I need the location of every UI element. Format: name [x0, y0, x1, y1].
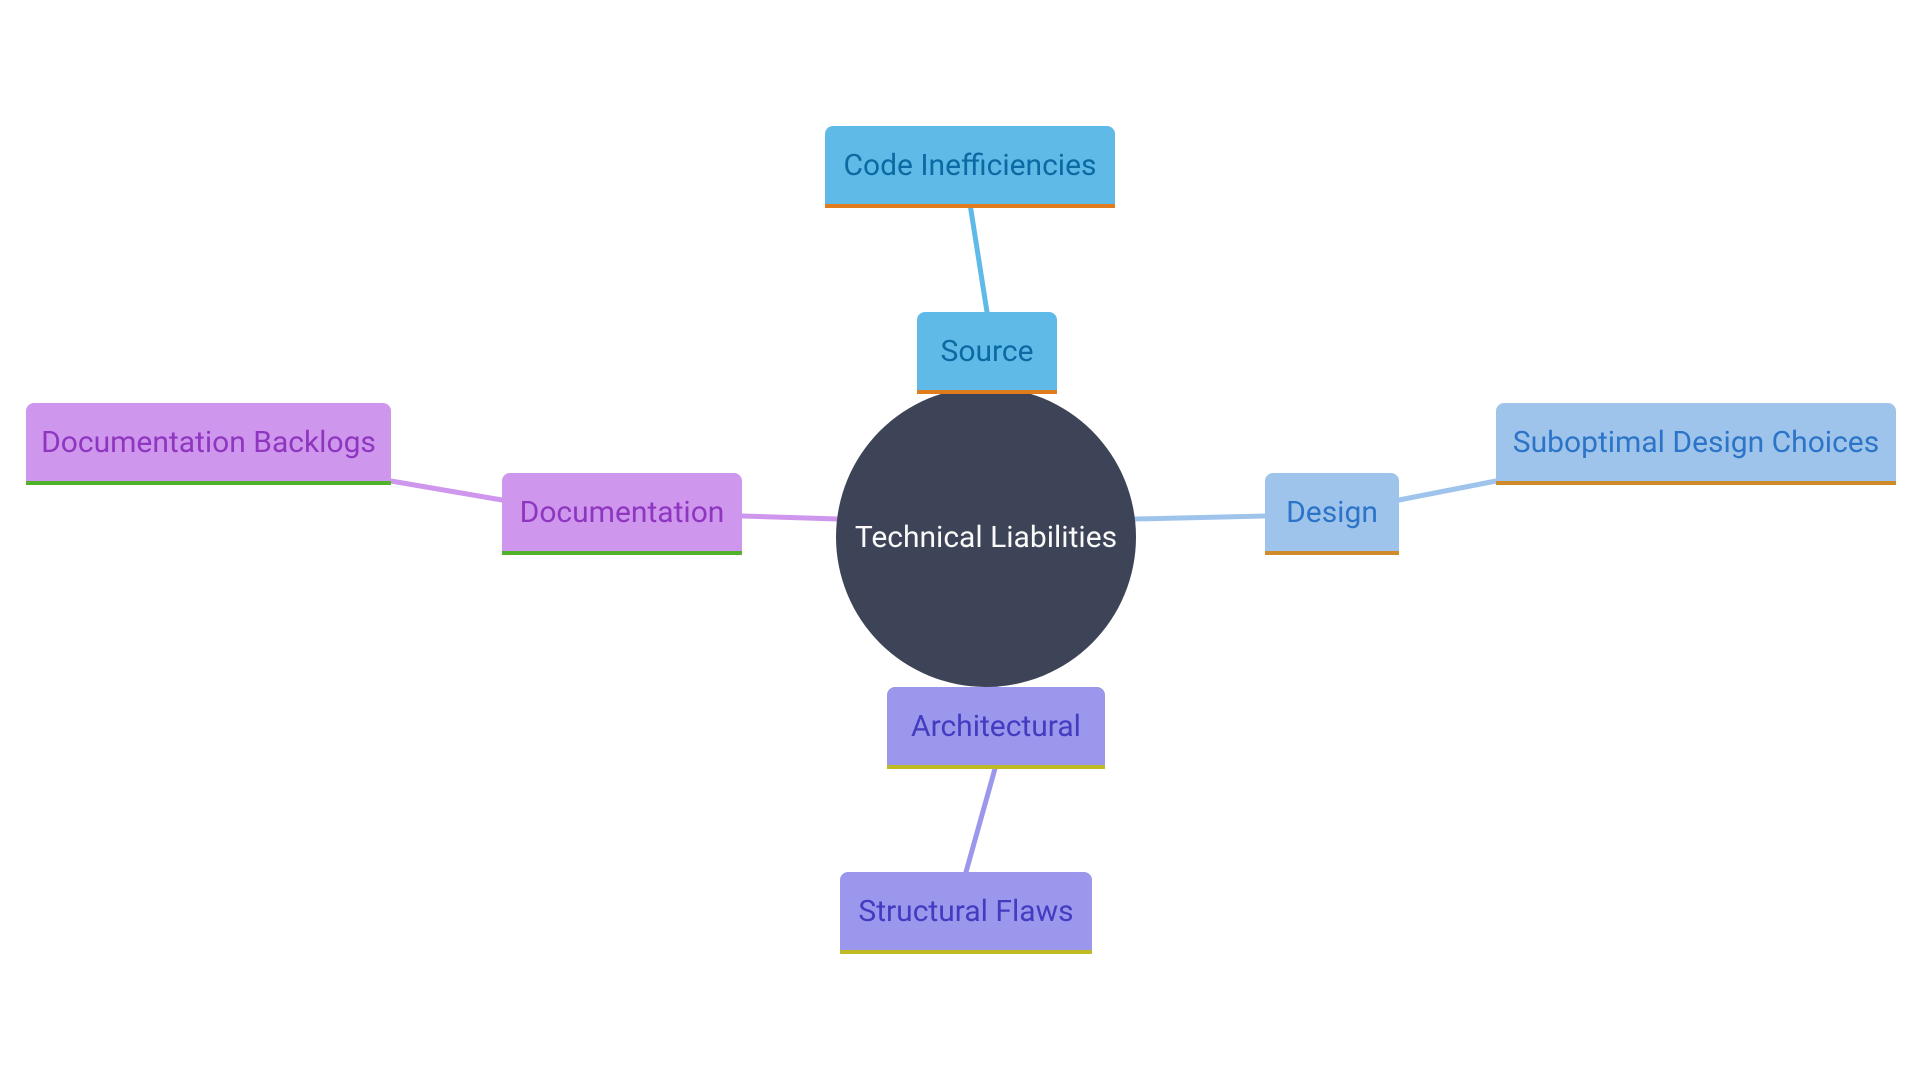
node-label: Source: [941, 334, 1034, 369]
node-label: Suboptimal Design Choices: [1513, 425, 1879, 460]
edge: [391, 481, 502, 500]
node-struct: Structural Flaws: [840, 872, 1092, 950]
node-arch: Architectural: [887, 687, 1105, 765]
edge: [1399, 481, 1496, 500]
node-source: Source: [917, 312, 1057, 390]
node-label: Structural Flaws: [858, 894, 1073, 929]
node-docs-backlog: Documentation Backlogs: [26, 403, 391, 481]
node-label: Architectural: [911, 709, 1081, 744]
node-code-ineff: Code Inefficiencies: [825, 126, 1115, 204]
edge: [970, 204, 987, 312]
center-label: Technical Liabilities: [855, 520, 1117, 555]
edge: [742, 516, 838, 519]
edge: [1135, 516, 1265, 519]
node-label: Documentation: [520, 495, 725, 530]
node-label: Documentation Backlogs: [41, 425, 376, 460]
mindmap-canvas: Technical Liabilities Source Code Ineffici…: [0, 0, 1920, 1080]
node-subopt: Suboptimal Design Choices: [1496, 403, 1896, 481]
node-docs: Documentation: [502, 473, 742, 551]
edge: [966, 765, 996, 872]
node-design: Design: [1265, 473, 1399, 551]
node-label: Design: [1286, 495, 1378, 530]
node-label: Code Inefficiencies: [843, 148, 1096, 183]
center-node: Technical Liabilities: [836, 387, 1136, 687]
